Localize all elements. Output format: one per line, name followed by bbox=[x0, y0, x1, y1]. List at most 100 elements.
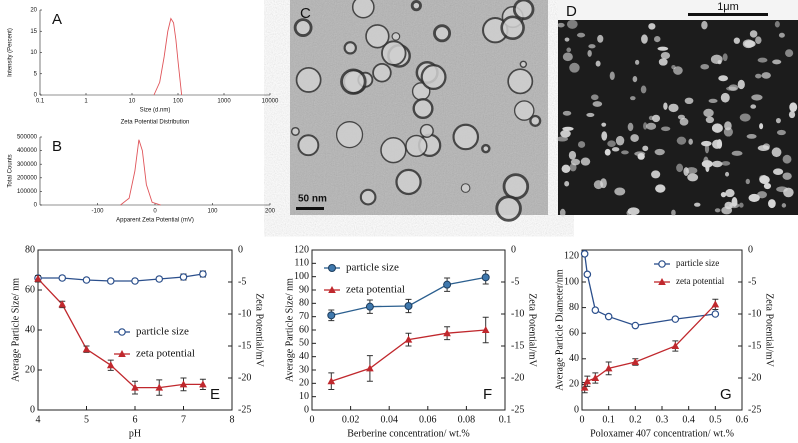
particle bbox=[739, 202, 744, 208]
legend-marker bbox=[118, 350, 126, 357]
scale-text: 1μm bbox=[717, 1, 739, 13]
y2-tick-label: -20 bbox=[511, 372, 524, 383]
series-line bbox=[38, 273, 203, 282]
panel-label: E bbox=[210, 386, 220, 403]
particle bbox=[676, 136, 687, 145]
scale-text: 50 nm bbox=[298, 194, 327, 205]
particle bbox=[601, 131, 608, 141]
marker bbox=[179, 273, 188, 281]
particle bbox=[564, 181, 570, 187]
particle bbox=[519, 60, 528, 69]
particle bbox=[340, 68, 367, 95]
marker bbox=[604, 364, 613, 372]
particle bbox=[731, 150, 743, 156]
marker bbox=[481, 326, 490, 333]
particle bbox=[648, 23, 656, 30]
y-tick-label: 20 bbox=[299, 378, 309, 389]
particle bbox=[654, 35, 661, 43]
particle bbox=[611, 147, 620, 152]
particle bbox=[725, 171, 730, 177]
particle bbox=[359, 188, 377, 206]
particle bbox=[759, 123, 764, 130]
particle bbox=[755, 73, 762, 79]
x-tick-label: 10 bbox=[129, 99, 136, 105]
particle bbox=[661, 126, 671, 132]
particle bbox=[412, 97, 434, 120]
x-tick-label: -100 bbox=[91, 209, 104, 215]
plot-frame bbox=[311, 249, 506, 411]
particle bbox=[569, 163, 577, 172]
particle bbox=[725, 189, 735, 198]
particle bbox=[502, 173, 530, 200]
particle bbox=[721, 161, 731, 166]
particle bbox=[419, 123, 434, 138]
legend-label: zeta potential bbox=[136, 348, 195, 360]
particle bbox=[778, 32, 785, 38]
particle bbox=[717, 60, 722, 65]
particle bbox=[576, 32, 586, 38]
particle bbox=[580, 157, 591, 166]
particle bbox=[774, 21, 780, 28]
particle bbox=[632, 75, 638, 83]
marker bbox=[131, 277, 139, 285]
y2-tick-label: 0 bbox=[511, 244, 516, 255]
particle bbox=[684, 97, 694, 105]
particle bbox=[513, 100, 535, 121]
particle bbox=[635, 59, 640, 65]
x-axis-label: Apparent Zeta Potential (mV) bbox=[116, 218, 194, 224]
legend-marker bbox=[658, 278, 666, 285]
particle bbox=[744, 40, 756, 48]
y-tick-label: 0 bbox=[304, 404, 309, 415]
y-tick-label: 90 bbox=[299, 284, 309, 295]
marker bbox=[580, 383, 589, 391]
legend-marker bbox=[328, 264, 336, 272]
particle bbox=[643, 122, 648, 130]
marker bbox=[404, 302, 413, 310]
y2-tick-label: -5 bbox=[748, 276, 756, 287]
x-axis-label: Size (d.nm) bbox=[140, 108, 171, 114]
y-tick-label: 300000 bbox=[17, 162, 38, 168]
particle bbox=[761, 72, 771, 79]
particle bbox=[568, 150, 577, 160]
particle bbox=[657, 46, 669, 51]
particle bbox=[781, 203, 787, 208]
particle bbox=[604, 148, 611, 156]
legend-label: zeta potential bbox=[676, 276, 725, 286]
particle bbox=[775, 118, 781, 124]
y-tick-label: 0 bbox=[34, 93, 38, 99]
particle bbox=[783, 187, 794, 198]
particle bbox=[658, 58, 668, 66]
x-tick-label: 4 bbox=[36, 414, 41, 425]
y-axis-label: Total Counts bbox=[8, 154, 14, 187]
particle bbox=[655, 184, 666, 193]
panel-label: A bbox=[52, 11, 62, 28]
particle bbox=[721, 206, 733, 215]
x-tick-label: 0 bbox=[153, 209, 157, 215]
x-tick-label: 6 bbox=[133, 414, 138, 425]
particle bbox=[761, 174, 768, 183]
x-tick-label: 10000 bbox=[262, 99, 279, 105]
marker bbox=[179, 380, 188, 388]
x-tick-label: 0.6 bbox=[736, 414, 749, 425]
marker bbox=[106, 361, 115, 369]
particle bbox=[773, 168, 784, 176]
particle bbox=[293, 18, 313, 38]
x-tick-label: 0.1 bbox=[602, 414, 615, 425]
y-axis-label: Average Particle Size/ nm bbox=[10, 278, 21, 382]
particle bbox=[566, 47, 572, 53]
marker bbox=[591, 306, 600, 314]
particle bbox=[701, 20, 708, 30]
marker bbox=[199, 270, 207, 278]
particle bbox=[776, 129, 786, 136]
y-tick-label: 20 bbox=[569, 379, 579, 390]
scale-bar bbox=[688, 13, 768, 16]
marker bbox=[82, 345, 91, 353]
micrograph-d: D 1μm bbox=[556, 0, 798, 217]
series-line bbox=[120, 139, 161, 206]
particle bbox=[420, 64, 447, 91]
marker bbox=[583, 270, 592, 279]
x-axis-label: Berberine concentration/ wt.% bbox=[347, 428, 469, 439]
x-tick-label: 0.08 bbox=[458, 414, 476, 425]
particle bbox=[755, 36, 762, 45]
marker bbox=[591, 374, 600, 381]
